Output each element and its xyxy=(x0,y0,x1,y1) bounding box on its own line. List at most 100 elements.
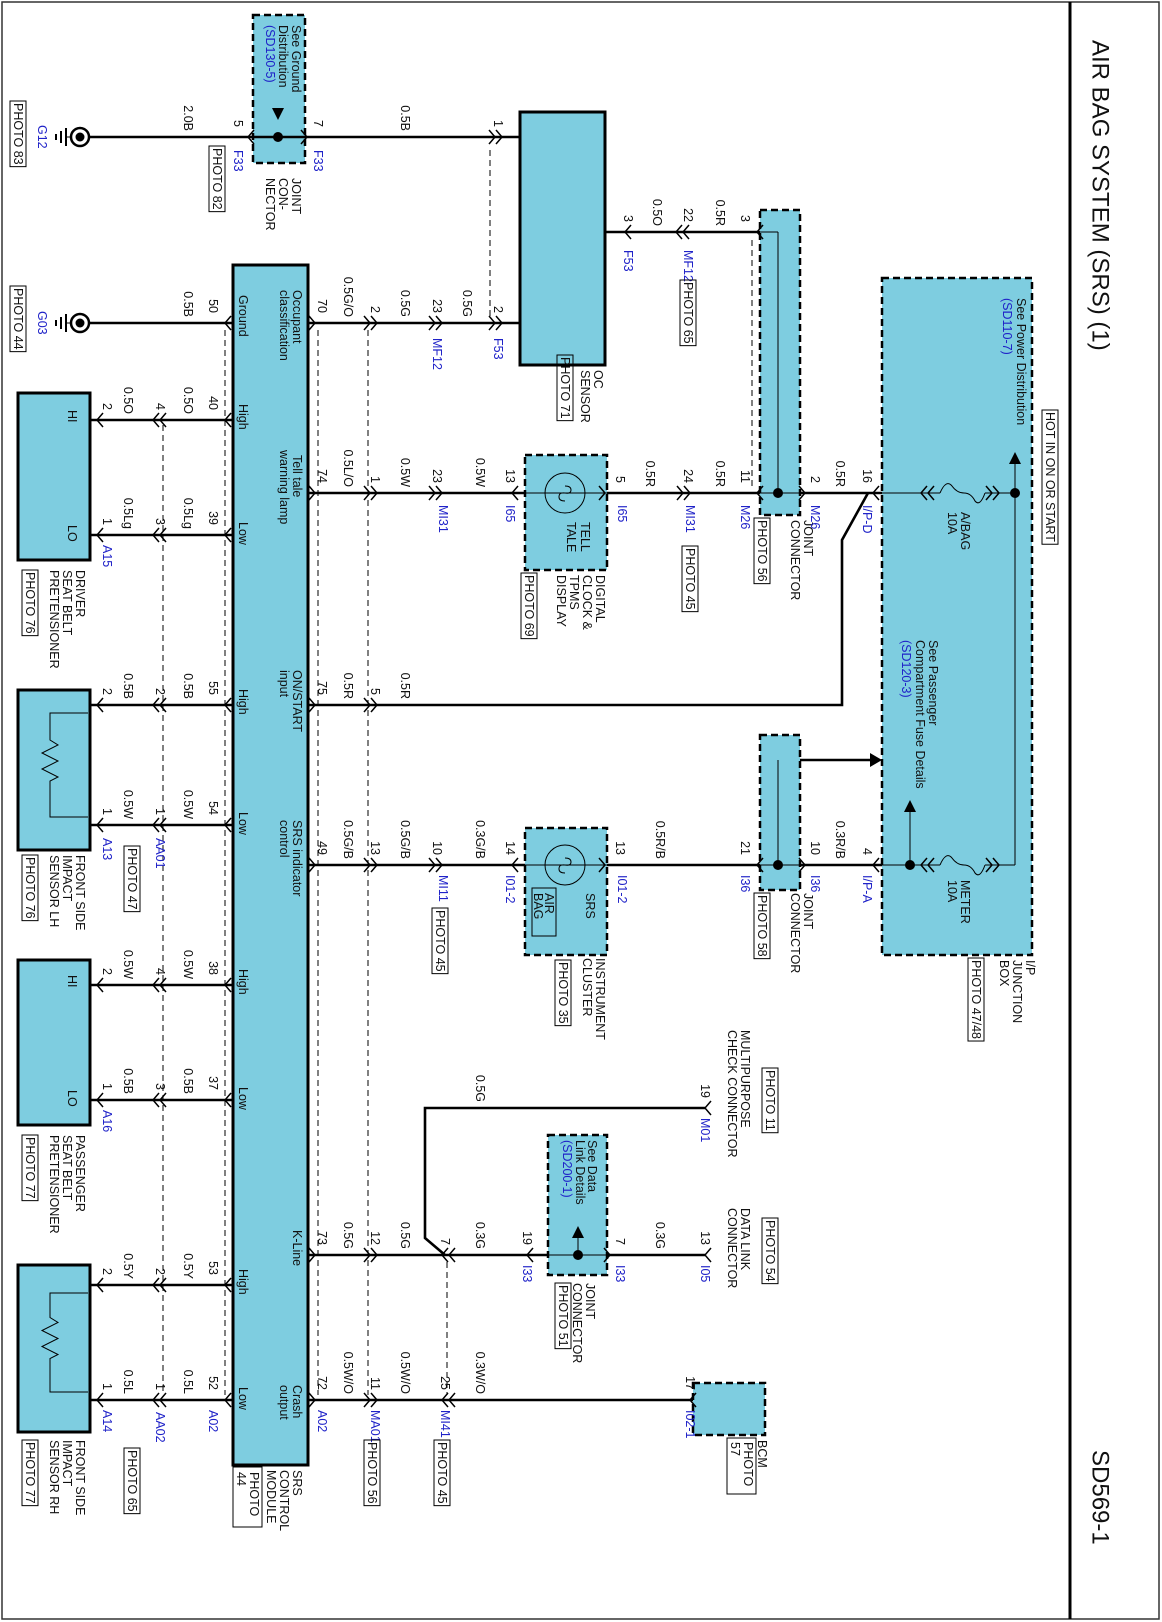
label-group: 2 xyxy=(100,688,114,695)
label-group: MULTIPURPOSE xyxy=(738,1030,752,1128)
connector-chevron xyxy=(96,817,104,833)
label-group: 10A xyxy=(945,512,959,535)
label-group: PHOTO 35 xyxy=(554,959,572,1027)
connector-chevron xyxy=(152,412,160,428)
label-group: 7 xyxy=(438,1238,452,1245)
label-group: 0.3G xyxy=(473,1222,487,1249)
instrument-cluster-lamp-1: BAG xyxy=(531,893,545,919)
pin-number: 3 xyxy=(153,518,167,525)
label-group: 0.5W xyxy=(181,950,195,979)
photo-box xyxy=(554,959,572,1027)
connector-id: I/P-D xyxy=(860,505,874,533)
connector-id: F53 xyxy=(491,338,505,360)
wire-gauge-label: 0.5B xyxy=(121,1068,135,1094)
connector-chevron xyxy=(370,697,378,713)
connector-chevron xyxy=(704,1247,712,1263)
label-group: A13 xyxy=(100,838,114,860)
srs-module-pins-high: High xyxy=(236,969,250,995)
label-group: 7 xyxy=(613,1238,627,1245)
photo-reference: PHOTO 11 xyxy=(763,1070,777,1131)
label-group: 0.5Lg xyxy=(181,498,195,529)
label-group: 24 xyxy=(681,469,695,483)
connector-chevron xyxy=(488,315,496,331)
label-group: PHOTO 45 xyxy=(433,1439,451,1507)
wire-gauge-label: 0.3G xyxy=(653,1222,667,1249)
sensors-3-name-0: FRONT SIDE xyxy=(73,1440,87,1515)
label-group: A/BAG xyxy=(958,512,972,550)
label-group: 0.5G/O xyxy=(341,277,355,318)
splice-dot xyxy=(273,132,283,142)
label-group: 0.5W xyxy=(121,950,135,979)
photo-box xyxy=(123,1447,141,1515)
connector-chevron xyxy=(159,1277,167,1293)
label-group: 0.5B xyxy=(121,1068,135,1094)
label-group: CONNECTOR xyxy=(788,520,802,600)
connector-chevron xyxy=(992,857,1000,873)
srs-module-pins-indicator-1: control xyxy=(277,820,291,858)
connector-id: M01 xyxy=(698,1118,712,1142)
label-group: (SD120-3) xyxy=(899,640,913,698)
photo-reference: PHOTO 71 xyxy=(558,357,572,419)
connector-chevron xyxy=(435,857,443,873)
wire-gauge-label: 0.5W xyxy=(121,950,135,979)
pin-number: 2 xyxy=(100,688,114,695)
tell-tale-name-3: DISPLAY xyxy=(554,575,568,628)
connector-chevron xyxy=(363,697,371,713)
connector-chevron xyxy=(308,1247,316,1263)
splice-dot xyxy=(773,488,783,498)
photo-reference: PHOTO xyxy=(247,1472,261,1516)
label-group: PHOTO xyxy=(247,1472,261,1516)
pin-number: 1 xyxy=(100,1083,114,1090)
label-group: 1 xyxy=(100,1083,114,1090)
sensors-2-name-1: SEAT BELT xyxy=(60,1135,74,1201)
connector-chevron xyxy=(370,1392,378,1408)
photo-reference: PHOTO 47/48 xyxy=(969,960,983,1039)
connector-chevron xyxy=(363,485,371,501)
label-group: DISPLAY xyxy=(554,575,568,628)
pin-number: 55 xyxy=(206,681,220,695)
label-group: I05 xyxy=(698,1265,712,1282)
connector-id: I33 xyxy=(613,1265,627,1282)
connector-id: MF12 xyxy=(681,250,695,282)
wire-gauge-label: 0.5R/B xyxy=(653,821,667,859)
label-group: 0.5R xyxy=(398,673,412,699)
connector-chevron xyxy=(441,1392,449,1408)
pin-number: 11 xyxy=(738,470,752,483)
pin-number: 11 xyxy=(368,1377,382,1390)
connector-id: M26 xyxy=(808,505,822,529)
wire-gauge-label: 0.5B xyxy=(181,673,195,699)
pin-number: 40 xyxy=(206,396,220,410)
instrument-cluster-symbol: SRS xyxy=(583,893,597,919)
label-group: control xyxy=(277,820,291,858)
srs-module-pins-low: Low xyxy=(236,812,250,836)
label-group: I02-1 xyxy=(683,1410,697,1439)
connector-chevron xyxy=(96,697,104,713)
label-group: I36 xyxy=(738,875,752,892)
label-group: F33 xyxy=(311,150,325,172)
connector-id: I05 xyxy=(698,1265,712,1282)
photo-reference: 57 xyxy=(728,1442,742,1456)
pin-number: 3 xyxy=(153,1083,167,1090)
joint-i36-name-1: CONNECTOR xyxy=(788,893,802,973)
label-group: PHOTO 76 xyxy=(21,569,39,637)
label-group: I33 xyxy=(520,1265,534,1282)
label-group: 0.5G xyxy=(341,1222,355,1249)
label-group: Occupant xyxy=(290,290,304,344)
label-group: 0.5Y xyxy=(181,1253,195,1279)
label-group: M26 xyxy=(738,505,752,529)
label-group: Low xyxy=(236,522,250,546)
pin-number: 52 xyxy=(206,1376,220,1390)
sensors-1-name-2: SENSOR LH xyxy=(47,855,61,927)
connector-chevron xyxy=(224,1392,232,1408)
label-group: 0.5W xyxy=(181,790,195,819)
joint-f33-name-2: NECTOR xyxy=(263,178,277,231)
label-group: 4 xyxy=(153,403,167,410)
label-group: 3 xyxy=(153,1083,167,1090)
label-group: SRS indicator xyxy=(290,820,304,896)
label-group: warning lamp xyxy=(277,449,291,524)
photo-reference: PHOTO 82 xyxy=(210,148,224,210)
connector-chevron xyxy=(985,485,993,501)
photo-reference: PHOTO 51 xyxy=(556,1285,570,1347)
label-group: SD569-1 xyxy=(1087,1450,1114,1545)
